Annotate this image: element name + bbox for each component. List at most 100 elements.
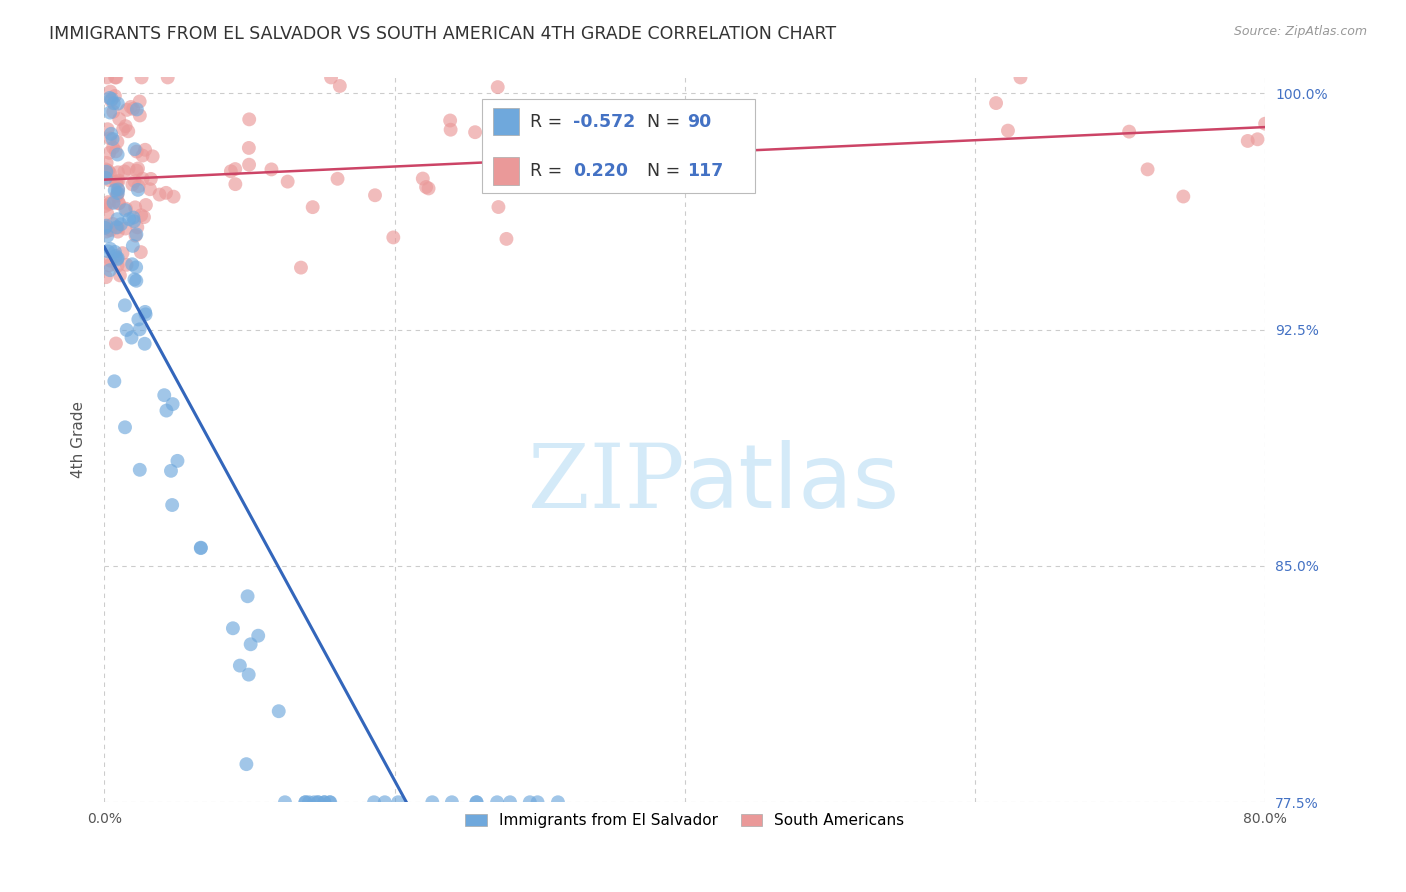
Point bbox=[488, 200, 510, 214]
Point bbox=[329, 78, 352, 93]
Point bbox=[526, 795, 548, 809]
Point bbox=[499, 795, 522, 809]
Point bbox=[363, 795, 385, 809]
Point bbox=[1271, 87, 1294, 102]
Point bbox=[122, 214, 145, 228]
Text: IMMIGRANTS FROM EL SALVADOR VS SOUTH AMERICAN 4TH GRADE CORRELATION CHART: IMMIGRANTS FROM EL SALVADOR VS SOUTH AME… bbox=[49, 25, 837, 43]
Point bbox=[98, 145, 121, 160]
Point bbox=[107, 165, 129, 179]
Point bbox=[486, 795, 509, 809]
Point bbox=[235, 757, 257, 772]
Point bbox=[96, 219, 118, 233]
Point bbox=[105, 252, 128, 267]
Point bbox=[260, 162, 283, 177]
Point bbox=[98, 166, 121, 180]
Point bbox=[115, 202, 138, 216]
Point bbox=[412, 171, 434, 186]
Point bbox=[115, 258, 138, 272]
Point bbox=[190, 541, 212, 555]
FancyBboxPatch shape bbox=[482, 99, 755, 194]
Point bbox=[314, 795, 336, 809]
Point bbox=[162, 189, 184, 203]
Point bbox=[160, 498, 183, 512]
Text: -0.572: -0.572 bbox=[574, 112, 636, 130]
Point bbox=[267, 704, 290, 718]
Point bbox=[238, 667, 260, 681]
Point bbox=[326, 171, 349, 186]
Point bbox=[104, 336, 127, 351]
Point bbox=[117, 161, 139, 176]
Point bbox=[104, 244, 127, 259]
Point bbox=[298, 795, 321, 809]
Point bbox=[984, 96, 1007, 111]
Text: 90: 90 bbox=[688, 112, 711, 130]
Point bbox=[107, 187, 129, 202]
Point bbox=[1173, 189, 1195, 203]
Point bbox=[107, 186, 129, 200]
Point bbox=[135, 198, 157, 212]
Point bbox=[111, 246, 134, 260]
Point bbox=[122, 102, 145, 116]
Point bbox=[96, 164, 118, 178]
Point bbox=[153, 388, 176, 402]
Point bbox=[107, 183, 129, 197]
Point bbox=[104, 70, 127, 85]
Point bbox=[125, 227, 148, 242]
Point bbox=[129, 245, 152, 260]
Point bbox=[131, 171, 153, 186]
Point bbox=[114, 221, 136, 235]
Point bbox=[125, 260, 148, 275]
Point bbox=[142, 149, 165, 163]
Point bbox=[439, 122, 461, 136]
Point bbox=[125, 163, 148, 178]
Point bbox=[97, 164, 120, 178]
Point bbox=[440, 795, 463, 809]
Point bbox=[124, 174, 146, 188]
Point bbox=[129, 208, 152, 222]
Point bbox=[121, 178, 143, 192]
Point bbox=[94, 170, 117, 185]
Point bbox=[274, 795, 297, 809]
Point bbox=[114, 203, 136, 218]
Point bbox=[128, 95, 150, 109]
Point bbox=[131, 148, 153, 162]
Point bbox=[108, 112, 131, 126]
Point bbox=[1118, 125, 1140, 139]
Point bbox=[219, 164, 242, 178]
Point bbox=[100, 127, 122, 141]
Point bbox=[96, 207, 118, 221]
Point bbox=[115, 323, 138, 337]
Point bbox=[125, 103, 148, 117]
Point bbox=[98, 197, 121, 211]
Point bbox=[104, 145, 127, 159]
Point bbox=[127, 183, 149, 197]
Point bbox=[107, 182, 129, 196]
Point bbox=[98, 85, 121, 99]
Point bbox=[1246, 132, 1268, 146]
Point bbox=[134, 305, 156, 319]
Point bbox=[94, 270, 117, 285]
Point bbox=[104, 249, 127, 263]
Point bbox=[387, 795, 409, 809]
Point bbox=[94, 162, 117, 177]
Point bbox=[117, 124, 139, 138]
Point bbox=[239, 637, 262, 651]
Point bbox=[495, 232, 517, 246]
Point bbox=[124, 228, 146, 243]
Point bbox=[105, 135, 128, 149]
Point bbox=[107, 196, 129, 211]
Point bbox=[418, 181, 440, 195]
Point bbox=[229, 658, 252, 673]
Point bbox=[125, 145, 148, 159]
Point bbox=[97, 244, 120, 259]
Point bbox=[519, 795, 541, 809]
Point bbox=[155, 403, 177, 417]
Point bbox=[120, 100, 142, 114]
Point bbox=[319, 795, 342, 809]
Point bbox=[98, 258, 121, 272]
Point bbox=[108, 196, 131, 211]
Text: N =: N = bbox=[647, 112, 685, 130]
Point bbox=[97, 122, 120, 136]
Point bbox=[134, 143, 156, 157]
Point bbox=[465, 795, 488, 809]
